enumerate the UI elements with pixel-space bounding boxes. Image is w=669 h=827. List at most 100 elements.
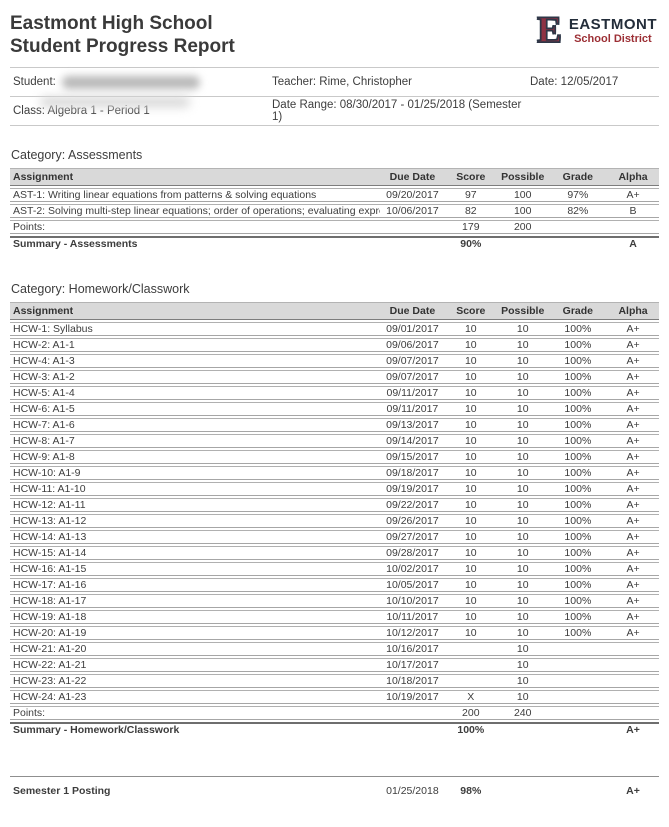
value-cell: 09/20/2017: [379, 188, 445, 202]
value-cell: [548, 690, 608, 704]
table-row: HCW-15: A1-14 09/28/2017 10 10 100% A+: [10, 546, 659, 560]
value-cell: 10: [444, 434, 497, 448]
assignment-cell: HCW-8: A1-7: [10, 434, 380, 448]
value-cell: 10/11/2017: [379, 610, 445, 624]
table-row: HCW-24: A1-23 10/19/2017 X 10: [10, 690, 659, 704]
value-cell: A+: [607, 562, 659, 576]
value-cell: 10: [496, 658, 549, 672]
value-cell: 100: [496, 188, 549, 202]
value-cell: 100%: [548, 498, 608, 512]
student-field: Student:: [10, 75, 272, 89]
assignment-cell: HCW-15: A1-14: [10, 546, 380, 560]
value-cell: 10: [496, 514, 549, 528]
assignment-cell: HCW-3: A1-2: [10, 370, 380, 384]
assignment-cell: HCW-13: A1-12: [10, 514, 380, 528]
posting-score: 98%: [444, 776, 497, 798]
value-cell: 100%: [548, 338, 608, 352]
value-cell: 10: [496, 594, 549, 608]
column-header-alpha: Alpha: [607, 302, 659, 320]
value-cell: 97%: [548, 188, 608, 202]
value-cell: A+: [607, 386, 659, 400]
summary-label: Summary - Assessments: [10, 236, 380, 250]
value-cell: 09/19/2017: [379, 482, 445, 496]
value-cell: 10: [496, 338, 549, 352]
value-cell: 100%: [548, 402, 608, 416]
student-name-redacted: [61, 75, 200, 89]
assignment-cell: HCW-23: A1-22: [10, 674, 380, 688]
value-cell: 10: [496, 370, 549, 384]
value-cell: 100%: [548, 514, 608, 528]
value-cell: 09/22/2017: [379, 498, 445, 512]
table-row: AST-2: Solving multi-step linear equatio…: [10, 204, 659, 218]
value-cell: 10: [444, 626, 497, 640]
value-cell: 10: [444, 482, 497, 496]
assignment-cell: HCW-20: A1-19: [10, 626, 380, 640]
table-row: HCW-11: A1-10 09/19/2017 10 10 100% A+: [10, 482, 659, 496]
assignment-cell: HCW-4: A1-3: [10, 354, 380, 368]
assignment-cell: HCW-17: A1-16: [10, 578, 380, 592]
table-row: HCW-6: A1-5 09/11/2017 10 10 100% A+: [10, 402, 659, 416]
summary-score: 100%: [444, 722, 497, 736]
value-cell: 100%: [548, 482, 608, 496]
value-cell: X: [444, 690, 497, 704]
assignment-cell: HCW-9: A1-8: [10, 450, 380, 464]
column-header-score: Score: [444, 302, 497, 320]
column-header-alpha: Alpha: [607, 168, 659, 186]
value-cell: 10: [496, 322, 549, 336]
table-row: HCW-16: A1-15 10/02/2017 10 10 100% A+: [10, 562, 659, 576]
points-label: Points:: [10, 706, 380, 720]
value-cell: 10: [496, 546, 549, 560]
value-cell: [607, 674, 659, 688]
value-cell: A+: [607, 498, 659, 512]
assignment-cell: HCW-21: A1-20: [10, 642, 380, 656]
value-cell: A+: [607, 546, 659, 560]
redaction-smudge: [40, 97, 190, 107]
value-cell: 10: [496, 402, 549, 416]
table-row: HCW-18: A1-17 10/10/2017 10 10 100% A+: [10, 594, 659, 608]
value-cell: A+: [607, 626, 659, 640]
points-possible: 200: [496, 220, 549, 234]
assignment-cell: HCW-10: A1-9: [10, 466, 380, 480]
value-cell: 10: [444, 594, 497, 608]
district-subtitle: School District: [574, 32, 652, 45]
assignment-cell: HCW-22: A1-21: [10, 658, 380, 672]
table-row: HCW-13: A1-12 09/26/2017 10 10 100% A+: [10, 514, 659, 528]
column-header-due-date: Due Date: [379, 168, 445, 186]
value-cell: 10: [496, 562, 549, 576]
value-cell: 100%: [548, 610, 608, 624]
value-cell: 10: [444, 514, 497, 528]
points-label: Points:: [10, 220, 380, 234]
assignment-cell: HCW-18: A1-17: [10, 594, 380, 608]
value-cell: A+: [607, 402, 659, 416]
table-row: HCW-21: A1-20 10/16/2017 10: [10, 642, 659, 656]
assignment-cell: AST-1: Writing linear equations from pat…: [10, 188, 380, 202]
value-cell: [444, 642, 497, 656]
table-row: HCW-8: A1-7 09/14/2017 10 10 100% A+: [10, 434, 659, 448]
district-logo-text: EASTMONT School District: [569, 16, 657, 46]
value-cell: 09/28/2017: [379, 546, 445, 560]
value-cell: 100%: [548, 594, 608, 608]
value-cell: 10/16/2017: [379, 642, 445, 656]
assignment-cell: HCW-12: A1-11: [10, 498, 380, 512]
teacher-field: Teacher: Rime, Christopher: [272, 76, 412, 88]
value-cell: 09/06/2017: [379, 338, 445, 352]
assignment-cell: HCW-5: A1-4: [10, 386, 380, 400]
category-title-assessments: Category: Assessments: [11, 148, 143, 162]
value-cell: 100%: [548, 450, 608, 464]
district-logo-letter-icon: E: [536, 10, 562, 51]
value-cell: 09/07/2017: [379, 354, 445, 368]
report-header: Eastmont High School Student Progress Re…: [10, 10, 659, 58]
table-row: HCW-20: A1-19 10/12/2017 10 10 100% A+: [10, 626, 659, 640]
value-cell: 10: [444, 418, 497, 432]
assignment-cell: HCW-6: A1-5: [10, 402, 380, 416]
column-header-assignment: Assignment: [10, 302, 380, 320]
value-cell: [607, 690, 659, 704]
value-cell: 100%: [548, 530, 608, 544]
assignment-cell: HCW-2: A1-1: [10, 338, 380, 352]
assignment-cell: HCW-24: A1-23: [10, 690, 380, 704]
value-cell: 10: [496, 498, 549, 512]
value-cell: B: [607, 204, 659, 218]
value-cell: [548, 658, 608, 672]
table-row: HCW-9: A1-8 09/15/2017 10 10 100% A+: [10, 450, 659, 464]
